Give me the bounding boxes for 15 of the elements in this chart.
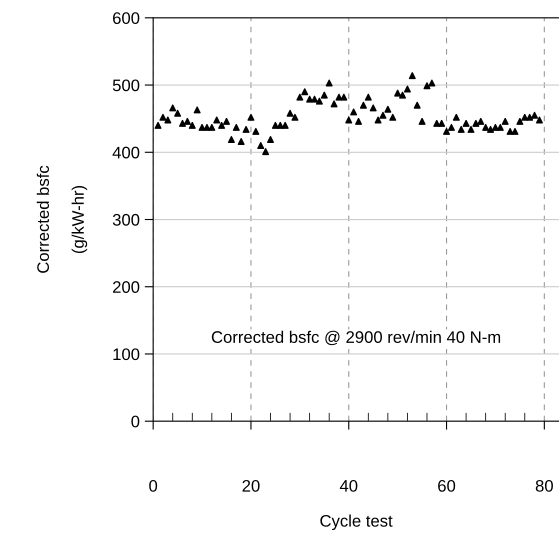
y-tick-label: 300	[112, 214, 140, 226]
x-tick-label: 80	[536, 480, 553, 492]
x-tick-label: 60	[438, 480, 456, 492]
x-tick-label: 20	[242, 480, 260, 492]
y-tick-label: 600	[113, 12, 140, 24]
y-tick-label: 500	[112, 79, 140, 92]
y-tick-label: 200	[113, 281, 140, 293]
annotation: Corrected bsfc @ 2900 rev/min 40 N-m	[212, 330, 500, 346]
y-tick-label: 100	[113, 348, 140, 360]
x-axis-title: Cycle test	[320, 514, 393, 530]
y-tick-label: 0	[131, 416, 140, 428]
text: Corrected bsfc (g/kW-hr)	[36, 166, 88, 273]
x-tick-label: 0	[149, 480, 158, 492]
x-tick-label: 40	[340, 480, 358, 492]
y-tick-label: 400	[112, 146, 140, 158]
